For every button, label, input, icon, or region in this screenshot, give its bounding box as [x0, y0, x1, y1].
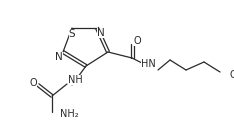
Text: O: O: [29, 78, 37, 88]
Text: O: O: [133, 36, 141, 46]
Text: NH: NH: [68, 75, 82, 85]
Text: NH₂: NH₂: [60, 109, 79, 119]
Text: HN: HN: [141, 59, 155, 69]
Text: N: N: [55, 52, 63, 62]
Text: S: S: [69, 29, 75, 39]
Text: CH₃: CH₃: [229, 70, 234, 80]
Text: N: N: [97, 28, 105, 38]
